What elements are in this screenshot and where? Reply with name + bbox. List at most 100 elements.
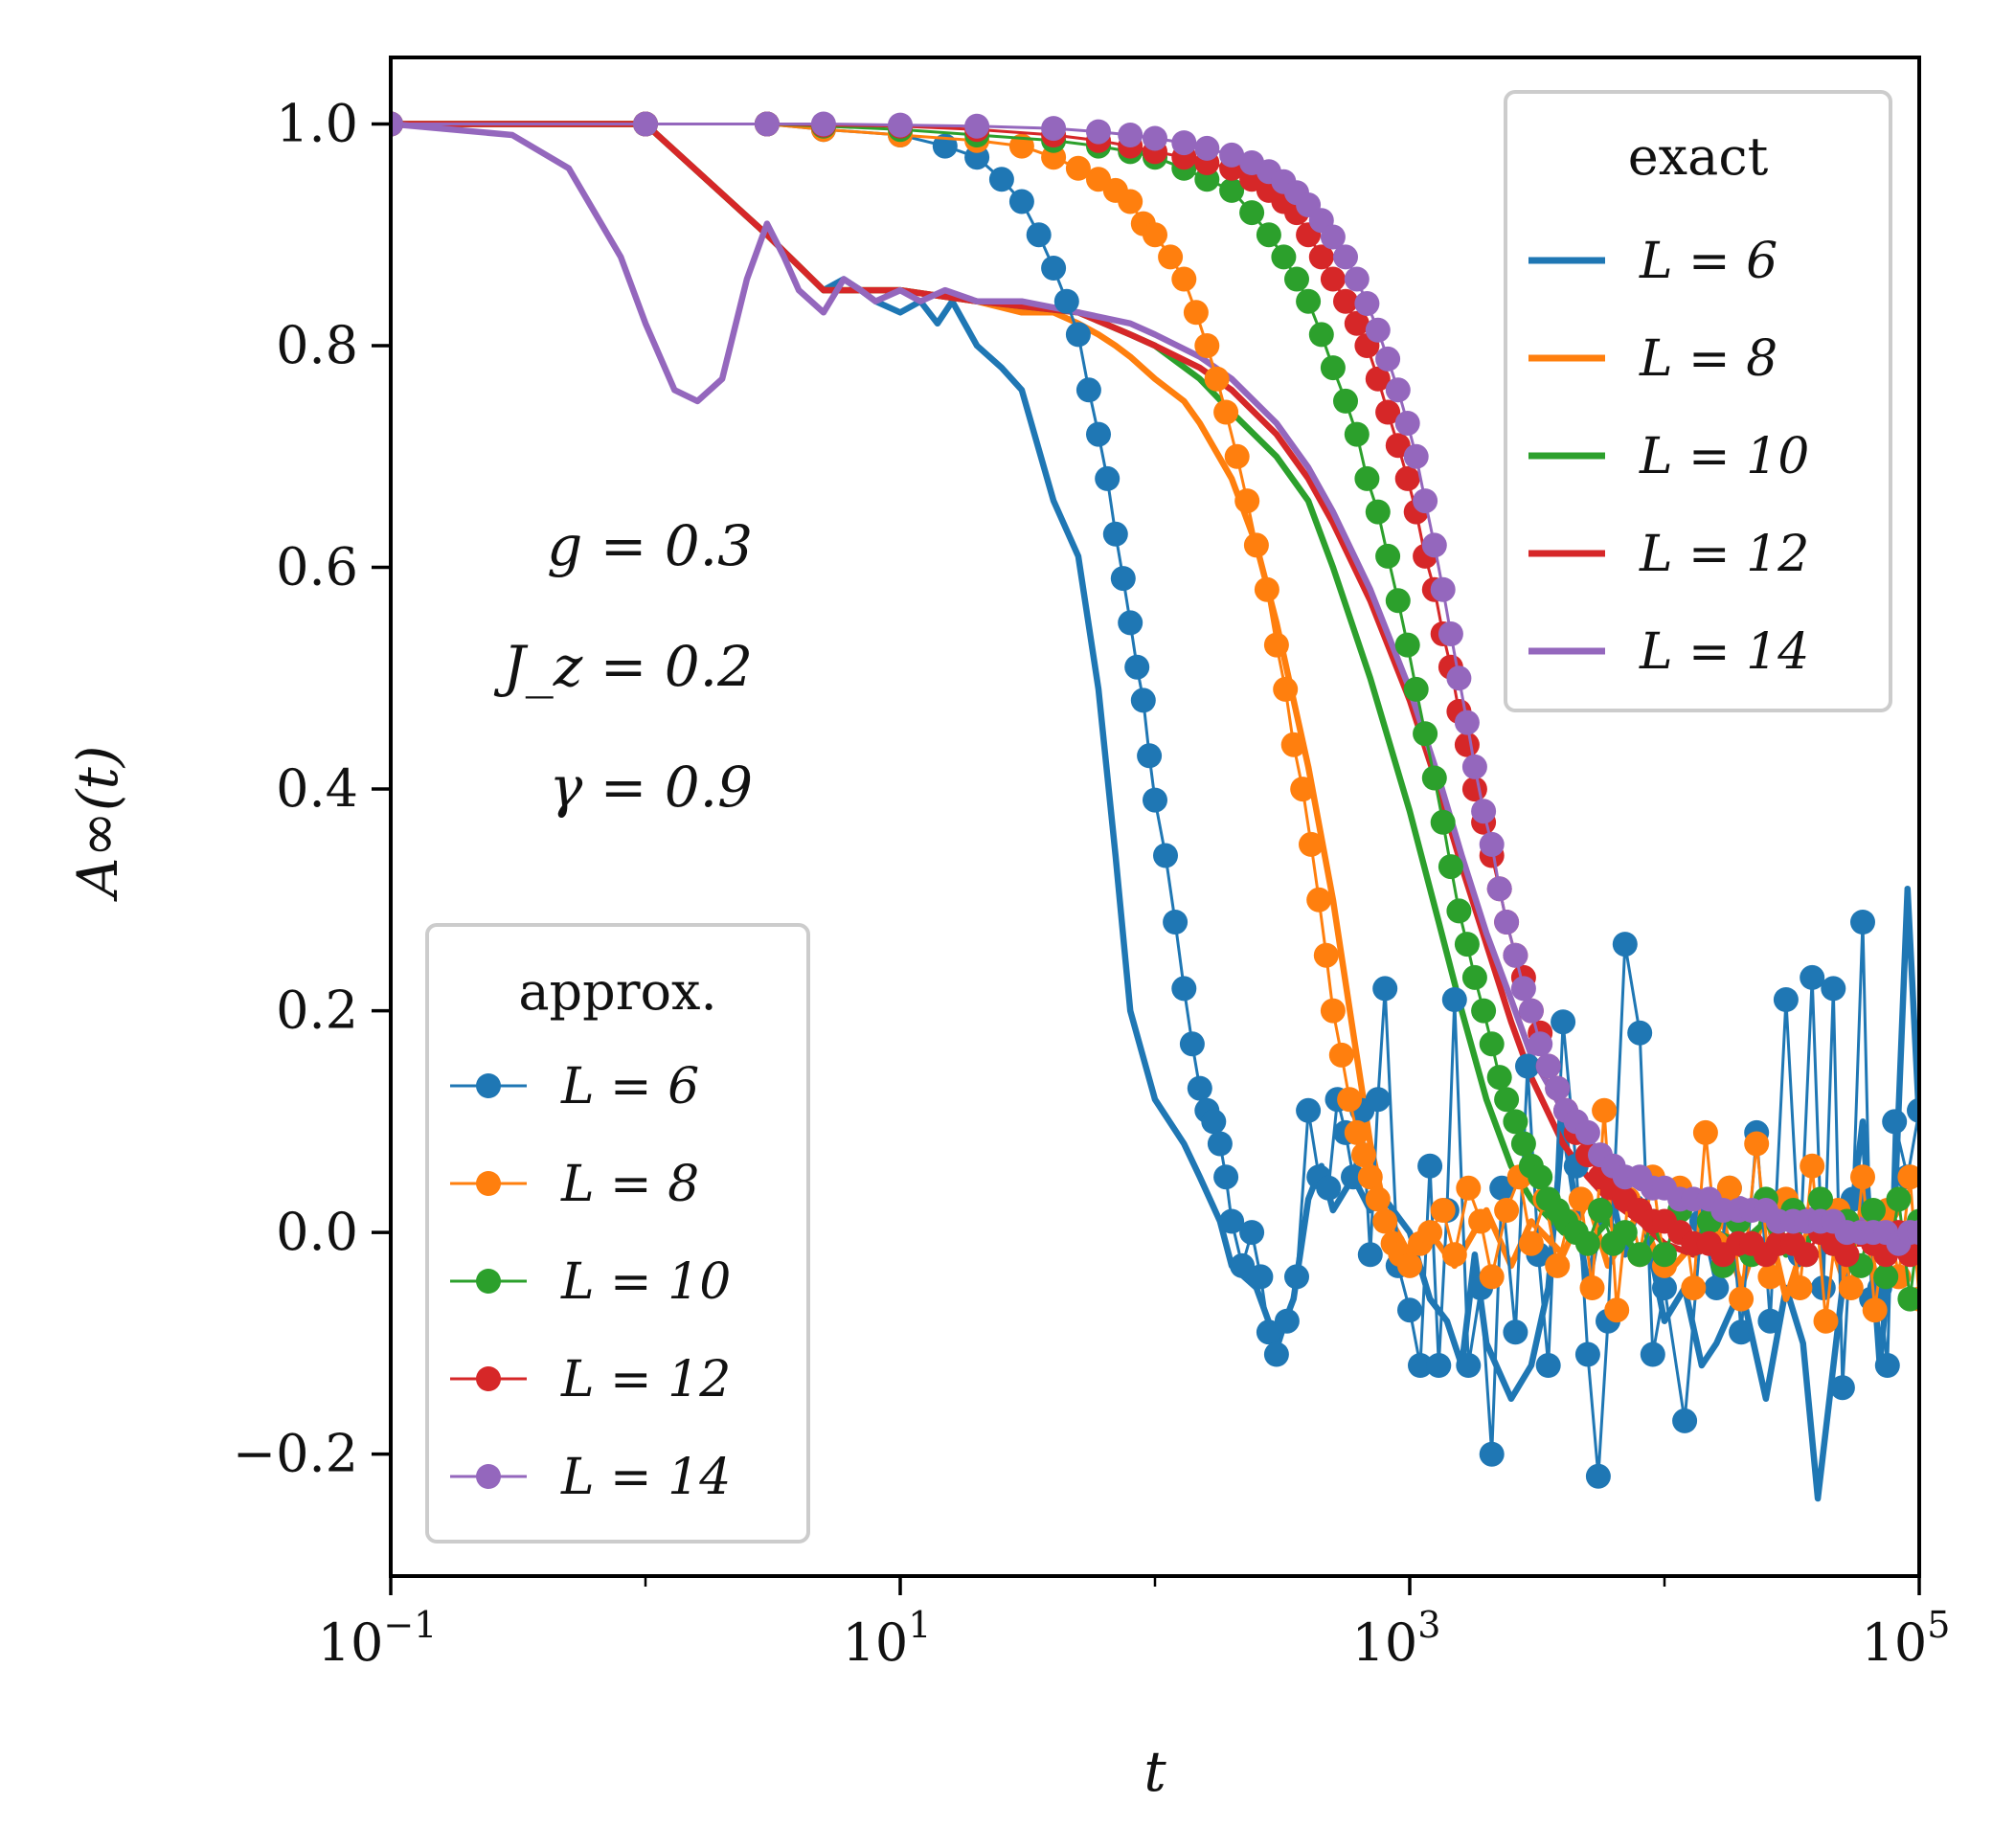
approx-point-L6 [1907,1097,1919,1123]
approx-point-L6 [1441,987,1467,1012]
approx-point-L6 [1397,1297,1422,1323]
approx-point-L6 [1574,1341,1600,1367]
approx-point-L14 [1385,377,1411,403]
approx-point-L6 [1239,1220,1265,1246]
approx-point-L12 [1375,399,1401,425]
approx-point-L10 [1430,809,1456,835]
approx-point-L6 [1086,421,1111,447]
legend-approx-swatch-marker [476,1464,501,1489]
approx-point-L6 [1627,1020,1653,1046]
approx-point-L10 [1446,898,1472,924]
approx-point-L12 [1794,1242,1819,1268]
approx-point-L14 [1503,942,1528,968]
approx-point-L14 [1471,799,1497,824]
approx-point-L14 [1545,1075,1571,1101]
approx-point-L10 [1413,721,1438,747]
x-tick-base: 10 [1352,1612,1418,1673]
x-tick-exponent: 1 [908,1604,931,1646]
y-tick-label: 0.6 [276,537,358,597]
approx-point-L8 [1306,887,1332,913]
approx-point-L6 [1026,222,1052,248]
approx-point-L14 [1486,876,1512,902]
approx-point-L8 [1800,1153,1825,1179]
approx-point-L6 [1456,1353,1482,1378]
approx-point-L14 [1041,116,1067,142]
legend-exact: exact L = 6 L = 8 L = 10 L = 12 L = 14 [1504,90,1892,712]
approx-point-L14 [1354,291,1380,316]
approx-point-L6 [1479,1441,1505,1467]
x-tick-label: 101 [843,1604,932,1673]
legend-approx-swatch-marker [476,1171,501,1196]
approx-point-L6 [1102,521,1128,547]
approx-point-L10 [1873,1264,1899,1290]
legend-approx: approx. L = 6 L = 8 L = 10 L = 12 L = 14 [425,923,810,1544]
legend-approx-swatch-marker [476,1366,501,1391]
approx-point-L8 [1545,1252,1571,1278]
approx-point-L14 [1518,998,1544,1024]
legend-approx-label: L = 6 [560,1058,699,1116]
approx-point-L6 [1201,1109,1227,1135]
approx-point-L10 [1256,222,1281,248]
approx-point-L14 [1494,910,1520,935]
approx-point-L14 [1171,130,1197,156]
approx-point-L14 [1320,224,1346,250]
approx-point-L8 [1273,676,1299,702]
approx-point-L8 [1234,488,1260,514]
approx-point-L6 [1515,1053,1540,1079]
approx-point-L6 [1640,1341,1665,1367]
approx-point-L14 [1086,119,1111,145]
approx-point-L14 [1118,123,1143,147]
x-tick-label: 103 [1352,1604,1441,1673]
approx-point-L10 [1365,499,1391,525]
approx-point-L10 [1471,998,1497,1024]
approx-point-L14 [1375,346,1401,372]
approx-point-L8 [1604,1297,1630,1323]
approx-point-L8 [1850,1164,1875,1190]
approx-point-L10 [1528,1164,1553,1190]
approx-point-L14 [1394,411,1420,436]
legend-exact-label: L = 14 [1639,623,1809,681]
approx-point-L8 [1838,1275,1864,1300]
approx-point-L10 [1271,244,1297,270]
approx-point-L6 [1110,566,1136,592]
approx-point-L14 [1510,976,1536,1002]
legend-exact-title: exact [1628,126,1769,187]
x-tick-base: 10 [1862,1612,1928,1673]
approx-point-L10 [1394,632,1420,658]
approx-point-L10 [1344,421,1370,447]
approx-point-L8 [1299,831,1324,857]
approx-point-L10 [1612,1220,1638,1246]
approx-point-L10 [1510,1131,1536,1157]
approx-point-L8 [1592,1097,1618,1123]
approx-point-L8 [1862,1297,1888,1323]
approx-point-L8 [1479,1264,1505,1290]
approx-point-L10 [1308,322,1334,348]
annotation-g: g = 0.3 [547,513,753,578]
approx-point-L8 [1320,998,1346,1024]
approx-point-L14 [1421,532,1447,558]
approx-point-L8 [1263,632,1289,658]
x-tick-label: 105 [1862,1604,1951,1673]
approx-point-L8 [1313,942,1339,968]
approx-point-L8 [1143,222,1167,248]
approx-point-L6 [1672,1408,1698,1433]
approx-point-L6 [1075,377,1101,403]
approx-point-L6 [1284,1264,1309,1290]
approx-point-L8 [1204,366,1230,392]
approx-point-L14 [1413,488,1438,514]
x-tick-base: 10 [318,1612,384,1673]
approx-point-L10 [1284,266,1309,292]
approx-point-L8 [1194,333,1220,358]
approx-point-L10 [1808,1186,1833,1212]
approx-point-L6 [1882,1109,1908,1135]
approx-point-L8 [1337,1087,1363,1113]
approx-point-L14 [1528,1031,1553,1057]
approx-point-L14 [1403,443,1429,469]
approx-point-L6 [1652,1275,1677,1300]
approx-point-L14 [1333,244,1358,270]
approx-point-L6 [1850,910,1875,935]
legend-approx-box [425,923,810,1544]
approx-point-L6 [1341,1164,1366,1190]
